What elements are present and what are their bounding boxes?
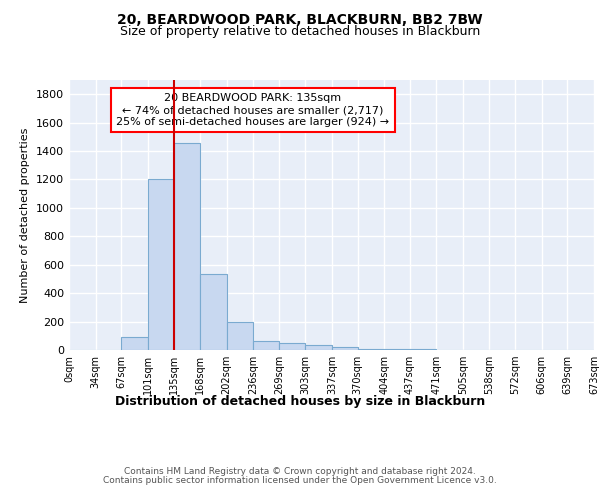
Bar <box>332 347 358 350</box>
Y-axis label: Number of detached properties: Number of detached properties <box>20 128 31 302</box>
Bar <box>121 337 148 350</box>
Bar <box>175 142 200 350</box>
Text: Contains HM Land Registry data © Crown copyright and database right 2024.: Contains HM Land Registry data © Crown c… <box>124 467 476 476</box>
Bar <box>410 348 436 350</box>
Bar <box>148 180 175 350</box>
Text: 20, BEARDWOOD PARK, BLACKBURN, BB2 7BW: 20, BEARDWOOD PARK, BLACKBURN, BB2 7BW <box>117 12 483 26</box>
Bar <box>279 343 305 350</box>
Bar <box>358 348 384 350</box>
Text: Contains public sector information licensed under the Open Government Licence v3: Contains public sector information licen… <box>103 476 497 485</box>
Bar <box>253 341 279 350</box>
Text: 20 BEARDWOOD PARK: 135sqm
← 74% of detached houses are smaller (2,717)
25% of se: 20 BEARDWOOD PARK: 135sqm ← 74% of detac… <box>116 94 389 126</box>
Text: Size of property relative to detached houses in Blackburn: Size of property relative to detached ho… <box>120 25 480 38</box>
Bar <box>227 322 253 350</box>
Text: Distribution of detached houses by size in Blackburn: Distribution of detached houses by size … <box>115 394 485 407</box>
Bar <box>305 345 332 350</box>
Bar <box>200 274 227 350</box>
